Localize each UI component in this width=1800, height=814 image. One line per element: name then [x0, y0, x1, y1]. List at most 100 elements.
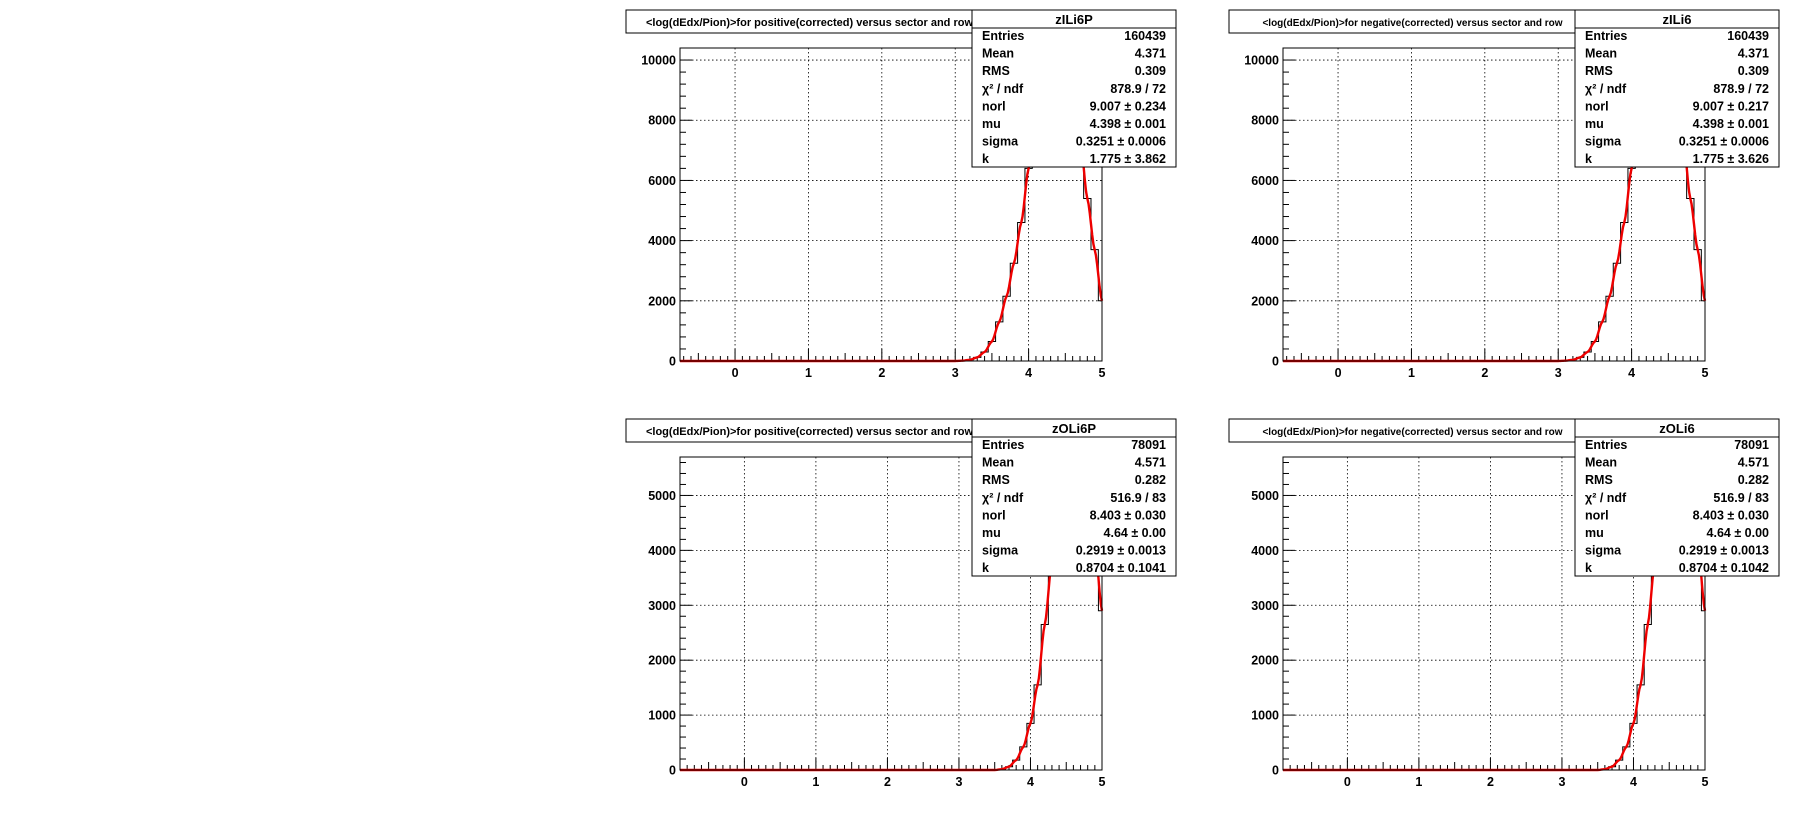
plot-title: <log(dEdx/Pion)>for negative(corrected) …	[1262, 427, 1562, 438]
y-tick-label: 4000	[648, 544, 676, 558]
stat-label: k	[982, 152, 989, 166]
stat-label: Mean	[982, 47, 1014, 61]
stat-label: χ² / ndf	[1585, 491, 1627, 505]
stat-label: mu	[982, 117, 1001, 131]
y-tick-label: 5000	[1251, 489, 1279, 503]
stat-label: mu	[982, 526, 1001, 540]
x-tick-label: 1	[1408, 366, 1415, 380]
stat-label: Entries	[1585, 438, 1627, 452]
x-tick-label: 5	[1099, 366, 1106, 380]
y-tick-label: 4000	[1251, 544, 1279, 558]
stat-label: Mean	[1585, 47, 1617, 61]
stat-value: 78091	[1734, 438, 1769, 452]
stat-label: k	[1585, 561, 1592, 575]
y-tick-label: 10000	[1244, 54, 1279, 68]
stat-label: Entries	[1585, 29, 1627, 43]
y-tick-label: 2000	[648, 294, 676, 308]
histogram-panel: 0 1 2 3 4 5 0 2000 4000 6000 8000 10000 <log(dEdx/Pi…	[1228, 9, 1780, 380]
stat-label: k	[1585, 152, 1592, 166]
stat-value: 9.007 ± 0.234	[1090, 99, 1166, 113]
x-tick-label: 5	[1099, 775, 1106, 789]
x-tick-label: 2	[884, 775, 891, 789]
x-tick-label: 3	[1558, 775, 1565, 789]
plot-title: <log(dEdx/Pion)>for positive(corrected) …	[646, 17, 973, 29]
stat-value: 8.403 ± 0.030	[1090, 508, 1166, 522]
stats-box	[1574, 9, 1780, 168]
x-tick-label: 2	[1481, 366, 1488, 380]
stat-label: RMS	[982, 64, 1010, 78]
stat-label: χ² / ndf	[1585, 82, 1627, 96]
stats-box	[1574, 418, 1780, 577]
plot-title: <log(dEdx/Pion)>for positive(corrected) …	[646, 426, 973, 438]
x-tick-label: 0	[1335, 366, 1342, 380]
x-tick-label: 1	[1415, 775, 1422, 789]
histogram-name: zILi6P	[1055, 12, 1093, 27]
stat-label: χ² / ndf	[982, 82, 1024, 96]
stat-label: mu	[1585, 117, 1604, 131]
x-tick-label: 4	[1628, 366, 1635, 380]
stat-value: 516.9 / 83	[1110, 491, 1166, 505]
stat-value: 0.2919 ± 0.0013	[1679, 544, 1769, 558]
stat-value: 78091	[1131, 438, 1166, 452]
y-tick-label: 5000	[648, 489, 676, 503]
x-tick-label: 1	[805, 366, 812, 380]
stat-value: 0.309	[1135, 64, 1166, 78]
y-tick-label: 0	[669, 764, 676, 778]
plot-frame	[1282, 47, 1706, 362]
plot-frame	[1282, 456, 1706, 771]
stat-value: 0.8704 ± 0.1042	[1679, 561, 1769, 575]
plot-frame	[679, 456, 1103, 771]
stats-box	[971, 418, 1177, 577]
stat-label: k	[982, 561, 989, 575]
y-tick-label: 3000	[1251, 599, 1279, 613]
stat-value: 1.775 ± 3.626	[1693, 152, 1769, 166]
stat-value: 878.9 / 72	[1110, 82, 1166, 96]
y-tick-label: 0	[1272, 355, 1279, 369]
x-tick-label: 0	[741, 775, 748, 789]
stat-label: Mean	[982, 456, 1014, 470]
y-tick-label: 0	[669, 355, 676, 369]
stat-label: norl	[1585, 508, 1609, 522]
stat-value: 9.007 ± 0.217	[1693, 99, 1769, 113]
histogram-name: zILi6	[1663, 12, 1692, 27]
stat-label: RMS	[982, 473, 1010, 487]
y-tick-label: 2000	[1251, 654, 1279, 668]
x-tick-label: 2	[1487, 775, 1494, 789]
stat-label: RMS	[1585, 473, 1613, 487]
stat-label: Entries	[982, 438, 1024, 452]
stat-label: sigma	[982, 544, 1019, 558]
y-tick-label: 3000	[648, 599, 676, 613]
y-tick-label: 2000	[648, 654, 676, 668]
x-tick-label: 5	[1702, 366, 1709, 380]
y-tick-label: 4000	[648, 234, 676, 248]
stat-value: 160439	[1727, 29, 1769, 43]
stat-value: 8.403 ± 0.030	[1693, 508, 1769, 522]
histogram-name: zOLi6P	[1052, 421, 1096, 436]
stat-label: sigma	[1585, 135, 1622, 149]
stat-value: 4.398 ± 0.001	[1090, 117, 1166, 131]
y-tick-label: 1000	[1251, 709, 1279, 723]
x-tick-label: 0	[732, 366, 739, 380]
x-tick-label: 0	[1344, 775, 1351, 789]
stat-label: norl	[1585, 99, 1609, 113]
x-tick-label: 3	[955, 775, 962, 789]
y-tick-label: 10000	[641, 54, 676, 68]
stats-box	[971, 9, 1177, 168]
stat-value: 4.64 ± 0.00	[1707, 526, 1770, 540]
x-tick-label: 5	[1702, 775, 1709, 789]
histogram-name: zOLi6	[1659, 421, 1694, 436]
stat-value: 4.371	[1738, 47, 1769, 61]
y-tick-label: 6000	[1251, 174, 1279, 188]
y-tick-label: 8000	[1251, 114, 1279, 128]
stat-label: sigma	[1585, 544, 1622, 558]
stat-value: 1.775 ± 3.862	[1090, 152, 1166, 166]
stat-value: 0.8704 ± 0.1041	[1076, 561, 1166, 575]
y-tick-label: 2000	[1251, 294, 1279, 308]
stat-value: 878.9 / 72	[1713, 82, 1769, 96]
stat-value: 516.9 / 83	[1713, 491, 1769, 505]
stat-label: Mean	[1585, 456, 1617, 470]
stat-value: 160439	[1124, 29, 1166, 43]
stat-label: norl	[982, 508, 1006, 522]
x-tick-label: 4	[1025, 366, 1032, 380]
